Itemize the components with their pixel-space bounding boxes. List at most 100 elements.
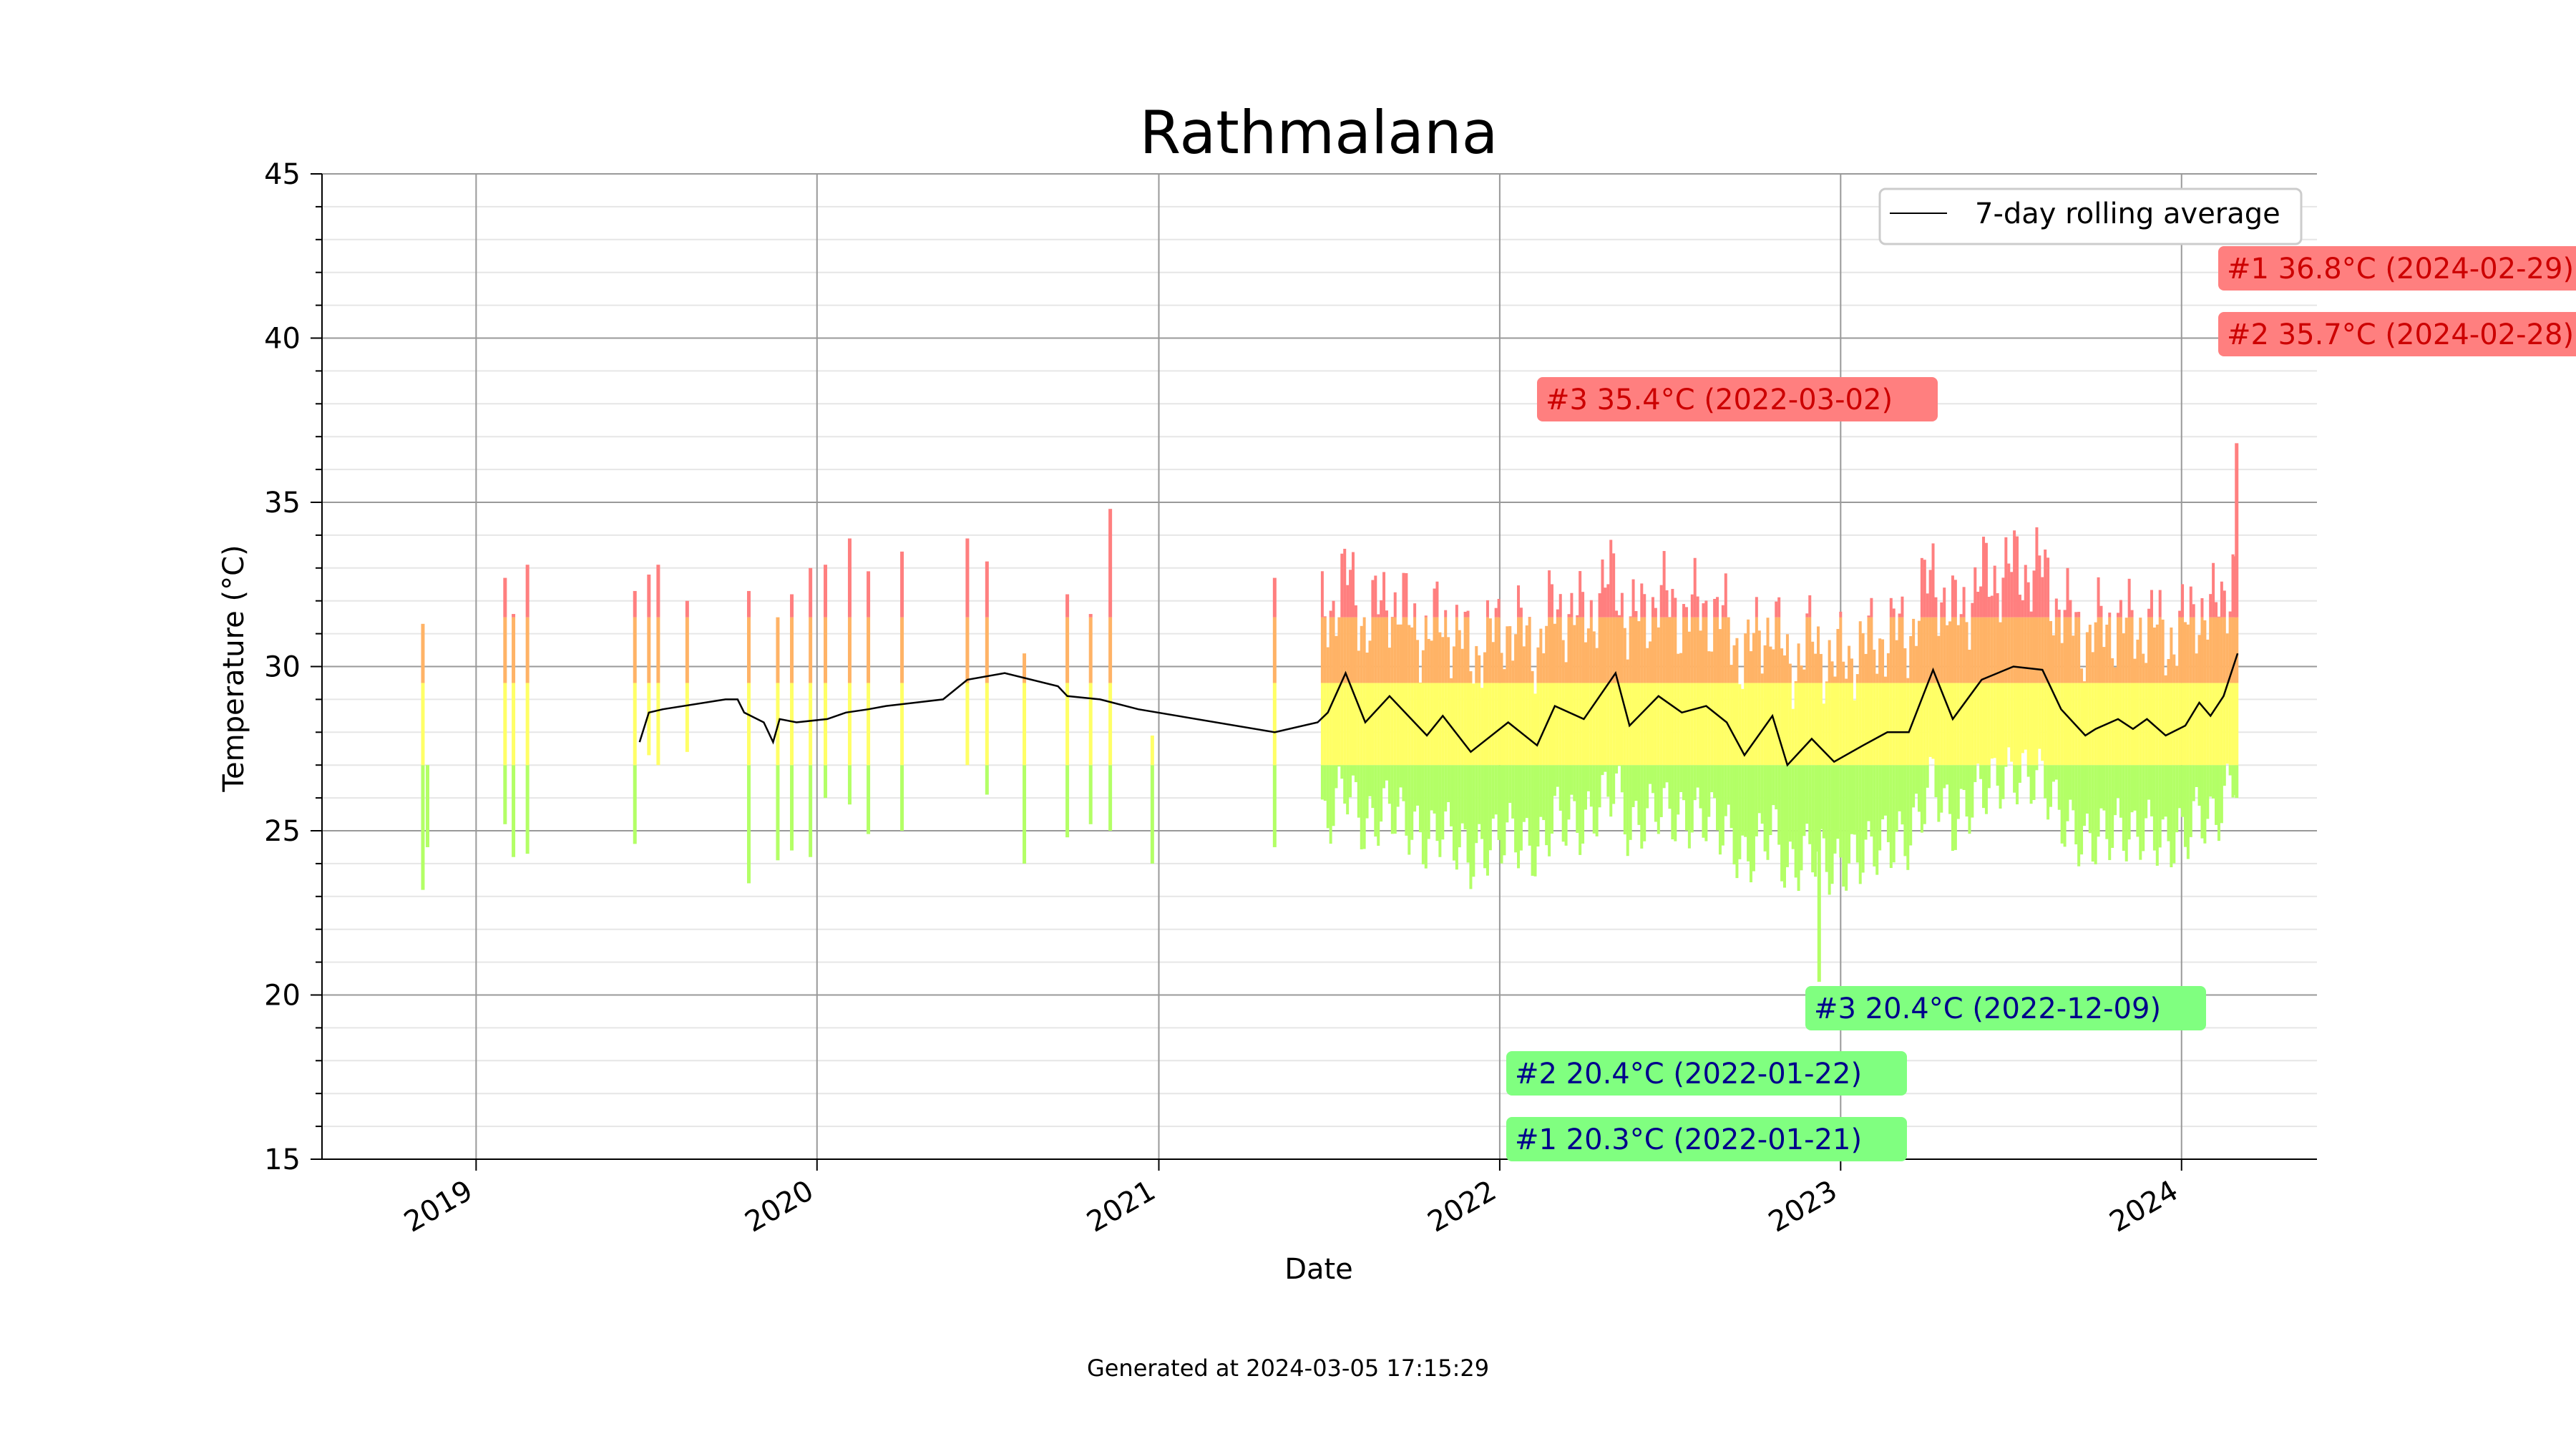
temperature-range-bar bbox=[1631, 579, 1635, 618]
temperature-range-bar bbox=[1665, 765, 1669, 783]
temperature-range-bar bbox=[1441, 765, 1445, 840]
temperature-range-bar bbox=[1912, 618, 1916, 683]
y-axis-label: Temperature (°C) bbox=[218, 545, 250, 792]
temperature-range-bar bbox=[2200, 683, 2204, 766]
temperature-range-bar bbox=[2099, 683, 2103, 766]
temperature-range-bar bbox=[1424, 615, 1428, 618]
temperature-range-bar bbox=[2069, 765, 2072, 800]
temperature-range-bar bbox=[1926, 617, 1929, 683]
temperature-range-bar bbox=[1272, 577, 1277, 618]
temperature-range-bar bbox=[1617, 617, 1621, 683]
temperature-range-bar bbox=[1917, 683, 1921, 766]
temperature-range-bar bbox=[1604, 683, 1607, 766]
temperature-range-bar bbox=[1727, 617, 1730, 683]
temperature-range-bar bbox=[1979, 586, 1983, 618]
temperature-range-bar bbox=[2167, 659, 2170, 683]
temperature-range-bar bbox=[1631, 683, 1635, 766]
temperature-range-bar bbox=[2228, 611, 2232, 618]
temperature-range-bar bbox=[1659, 765, 1663, 817]
temperature-range-bar bbox=[1984, 683, 1988, 766]
temperature-range-bar bbox=[1889, 617, 1893, 683]
temperature-range-bar bbox=[1576, 615, 1579, 618]
temperature-range-bar bbox=[2097, 577, 2100, 618]
temperature-range-bar bbox=[1867, 683, 1870, 766]
temperature-range-bar bbox=[1713, 683, 1717, 766]
temperature-range-bar bbox=[1690, 594, 1694, 618]
temperature-range-bar bbox=[1472, 683, 1475, 766]
temperature-range-bar bbox=[1329, 610, 1332, 618]
temperature-range-bar bbox=[685, 617, 689, 683]
temperature-range-bar bbox=[1791, 708, 1795, 766]
temperature-range-bar bbox=[2072, 635, 2075, 683]
temperature-range-bar bbox=[1556, 683, 1559, 766]
temperature-range-bar bbox=[1640, 683, 1644, 766]
temperature-range-bar bbox=[633, 765, 637, 844]
temperature-range-bar bbox=[1626, 765, 1629, 857]
temperature-range-bar bbox=[1634, 683, 1638, 766]
temperature-range-bar bbox=[1755, 617, 1758, 683]
temperature-range-bar bbox=[1586, 683, 1590, 766]
temperature-range-bar bbox=[1996, 683, 1999, 766]
temperature-range-bar bbox=[1380, 600, 1383, 618]
temperature-range-bar bbox=[633, 617, 637, 683]
temperature-range-bar bbox=[2046, 683, 2050, 766]
temperature-range-bar bbox=[2069, 600, 2072, 618]
temperature-range-bar bbox=[1780, 683, 1784, 766]
temperature-range-bar bbox=[776, 617, 780, 683]
temperature-range-bar bbox=[1878, 765, 1882, 851]
temperature-range-bar bbox=[1579, 571, 1582, 618]
temperature-range-bar bbox=[985, 683, 989, 766]
temperature-range-bar bbox=[1867, 615, 1870, 618]
temperature-range-bar bbox=[2024, 683, 2027, 750]
temperature-range-bar bbox=[2029, 611, 2033, 618]
temperature-range-bar bbox=[2167, 765, 2170, 841]
temperature-range-bar bbox=[1984, 617, 1988, 683]
temperature-range-bar bbox=[1088, 614, 1093, 618]
temperature-range-bar bbox=[1881, 639, 1885, 683]
temperature-range-bar bbox=[1424, 765, 1428, 869]
x-tick-label: 2023 bbox=[1763, 1174, 1843, 1239]
temperature-range-bar bbox=[1646, 683, 1649, 766]
temperature-range-bar bbox=[1943, 587, 1946, 618]
temperature-range-bar bbox=[1435, 617, 1439, 683]
temperature-range-bar bbox=[1528, 617, 1531, 618]
temperature-range-bar bbox=[1463, 617, 1467, 683]
temperature-range-bar bbox=[1533, 693, 1537, 766]
temperature-range-bar bbox=[1354, 617, 1357, 683]
temperature-range-bar bbox=[1421, 683, 1425, 766]
temperature-range-bar bbox=[2041, 683, 2044, 761]
temperature-range-bar bbox=[1915, 683, 1918, 766]
temperature-range-bar bbox=[633, 590, 637, 618]
temperature-range-bar bbox=[1777, 597, 1781, 618]
temperature-range-bar bbox=[1702, 765, 1705, 838]
temperature-range-bar bbox=[1542, 653, 1546, 683]
temperature-range-bar bbox=[1579, 617, 1582, 683]
temperature-range-bar bbox=[1108, 617, 1113, 683]
temperature-range-bar bbox=[1775, 617, 1778, 683]
temperature-range-bar bbox=[2142, 765, 2145, 852]
y-tick-label: 15 bbox=[264, 1143, 301, 1176]
temperature-range-bar bbox=[1729, 665, 1733, 683]
temperature-range-bar bbox=[2088, 625, 2092, 683]
temperature-range-bar bbox=[1953, 765, 1957, 850]
temperature-range-bar bbox=[1996, 592, 1999, 618]
temperature-range-bar bbox=[1721, 617, 1724, 683]
temperature-range-bar bbox=[2082, 683, 2086, 766]
temperature-range-bar bbox=[2215, 617, 2218, 683]
temperature-range-bar bbox=[1858, 621, 1862, 683]
temperature-range-bar bbox=[1901, 683, 1904, 766]
temperature-range-bar bbox=[2155, 683, 2159, 766]
temperature-range-bar bbox=[1469, 765, 1473, 889]
temperature-range-bar bbox=[1556, 609, 1559, 618]
temperature-range-bar bbox=[1979, 765, 1983, 779]
temperature-range-bar bbox=[2192, 683, 2195, 766]
temperature-range-bar bbox=[1362, 617, 1366, 683]
temperature-range-bar bbox=[1466, 617, 1470, 683]
temperature-range-bar bbox=[1971, 617, 1974, 683]
temperature-range-bar bbox=[1508, 626, 1512, 683]
temperature-range-bar bbox=[2189, 617, 2192, 683]
temperature-range-bar bbox=[1108, 683, 1113, 766]
temperature-range-bar bbox=[1329, 765, 1332, 844]
temperature-range-bar bbox=[1855, 765, 1859, 863]
